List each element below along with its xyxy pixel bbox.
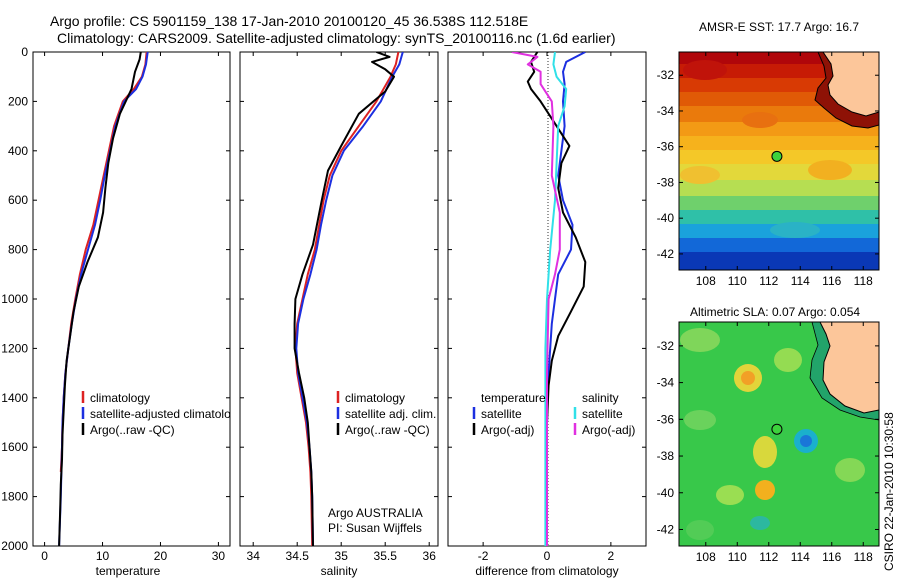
sst-map-title: AMSR-E SST: 17.7 Argo: 16.7 xyxy=(699,20,859,34)
legend-climatology: climatology xyxy=(90,391,150,405)
lat-tick-label: -34 xyxy=(657,104,675,118)
lat-tick-label: -40 xyxy=(657,486,675,500)
sla-lon-axis: 108 110 112 114 116 118 xyxy=(696,322,873,564)
legend-t-satellite: satellite xyxy=(481,407,522,421)
sla-station-marker xyxy=(771,423,783,435)
x-tick-label: 35.5 xyxy=(374,549,398,563)
header-line2: Climatology: CARS2009. Satellite-adjuste… xyxy=(57,30,615,46)
header-line1: Argo profile: CS 5901159_138 17-Jan-2010… xyxy=(50,13,528,29)
x-tick-label: 0 xyxy=(41,549,48,563)
x-tick-label: 34 xyxy=(247,549,261,563)
lat-tick-label: -38 xyxy=(657,175,675,189)
x-tick-label: 10 xyxy=(96,549,110,563)
y-tick-label: 2000 xyxy=(1,539,28,553)
legend-head-temperature: temperature xyxy=(481,391,546,405)
x-tick-label: 35 xyxy=(335,549,349,563)
lat-tick-label: -32 xyxy=(657,339,675,353)
x-tick-label: 2 xyxy=(608,549,615,563)
lon-tick-label: 114 xyxy=(791,550,810,564)
y-tick-label: 600 xyxy=(8,193,28,207)
salinity-xlabel: salinity xyxy=(321,564,358,578)
legend-s-argo: Argo(-adj) xyxy=(582,423,635,437)
temperature-x-axis: 0 10 20 30 xyxy=(41,52,225,563)
y-tick-label: 1800 xyxy=(1,490,28,504)
lon-tick-label: 108 xyxy=(696,550,716,564)
difference-legend: temperature salinity satellite Argo(-adj… xyxy=(472,391,635,437)
lon-tick-label: 116 xyxy=(822,274,841,288)
temperature-axes xyxy=(32,51,231,547)
lat-tick-label: -42 xyxy=(657,522,675,536)
series-line xyxy=(58,52,142,546)
lat-tick-label: -32 xyxy=(657,68,675,82)
series-line xyxy=(293,52,395,546)
sst-lat-axis: -32 -34 -36 -38 -40 -42 xyxy=(657,68,879,261)
x-tick-label: 30 xyxy=(212,549,226,563)
legend-argo: Argo(..raw -QC) xyxy=(345,423,430,437)
y-tick-label: 1000 xyxy=(1,292,28,306)
series-line xyxy=(544,52,568,546)
lon-tick-label: 112 xyxy=(759,550,778,564)
salinity-x-axis: 34 34.5 35 35.5 36 xyxy=(247,52,437,563)
sla-lat-axis: -32 -34 -36 -38 -40 -42 xyxy=(657,339,879,536)
lon-tick-label: 110 xyxy=(728,274,747,288)
series-line xyxy=(511,52,561,546)
y-tick-label: 1600 xyxy=(1,440,28,454)
legend-climatology: climatology xyxy=(345,391,405,405)
difference-profiles xyxy=(511,52,587,546)
temperature-legend: climatology satellite-adjusted climatolo… xyxy=(81,391,243,437)
difference-xlabel: difference from climatology xyxy=(475,564,618,578)
lon-tick-label: 116 xyxy=(822,550,841,564)
series-line xyxy=(526,52,587,546)
legend-s-satellite: satellite xyxy=(582,407,623,421)
y-tick-label: 200 xyxy=(8,94,28,108)
lon-tick-label: 118 xyxy=(854,274,873,288)
lat-tick-label: -40 xyxy=(657,211,675,225)
argo-australia-note: Argo AUSTRALIA xyxy=(328,506,423,520)
legend-head-salinity: salinity xyxy=(582,391,619,405)
sla-map-frame xyxy=(678,321,880,547)
depth-axis: 0 200 400 600 800 1000 1200 1400 1600 1800 2000 xyxy=(1,45,646,553)
x-tick-label: 0 xyxy=(544,549,551,563)
temperature-xlabel: temperature xyxy=(96,564,161,578)
y-tick-label: 800 xyxy=(8,243,28,257)
csiro-timestamp: CSIRO 22-Jan-2010 10:30:58 xyxy=(882,412,896,571)
y-tick-label: 0 xyxy=(21,45,28,59)
salinity-legend: climatology satellite adj. clim. Argo(..… xyxy=(328,391,436,535)
lon-tick-label: 110 xyxy=(728,550,747,564)
x-tick-label: 36 xyxy=(423,549,437,563)
series-line xyxy=(58,52,149,546)
legend-satellite: satellite-adjusted climatology xyxy=(90,407,243,421)
sla-map-title: Altimetric SLA: 0.07 Argo: 0.054 xyxy=(690,305,860,319)
lat-tick-label: -36 xyxy=(657,412,675,426)
salinity-axes xyxy=(239,51,439,547)
x-tick-label: 34.5 xyxy=(286,549,310,563)
lon-tick-label: 108 xyxy=(696,274,716,288)
salinity-profiles xyxy=(293,52,404,546)
x-tick-label: -2 xyxy=(478,549,489,563)
sst-lon-axis: 108 110 112 114 116 118 xyxy=(696,52,873,288)
y-tick-label: 1400 xyxy=(1,391,28,405)
y-tick-label: 400 xyxy=(8,144,28,158)
pi-note: PI: Susan Wijffels xyxy=(328,521,422,535)
lat-tick-label: -42 xyxy=(657,247,675,261)
lon-tick-label: 118 xyxy=(854,550,873,564)
legend-argo: Argo(..raw -QC) xyxy=(90,423,175,437)
sst-map-frame xyxy=(678,51,880,271)
legend-satellite: satellite adj. clim. xyxy=(345,407,436,421)
temperature-profiles xyxy=(58,52,149,546)
sla-map xyxy=(679,322,879,546)
lon-tick-label: 112 xyxy=(759,274,778,288)
y-tick-label: 1200 xyxy=(1,341,28,355)
lon-tick-label: 114 xyxy=(791,274,810,288)
difference-x-axis: -2 0 2 xyxy=(478,52,615,563)
legend-t-argo: Argo(-adj) xyxy=(481,423,534,437)
sst-station-marker xyxy=(771,150,783,162)
lat-tick-label: -36 xyxy=(657,140,675,154)
lat-tick-label: -34 xyxy=(657,376,675,390)
lat-tick-label: -38 xyxy=(657,449,675,463)
x-tick-label: 20 xyxy=(154,549,168,563)
